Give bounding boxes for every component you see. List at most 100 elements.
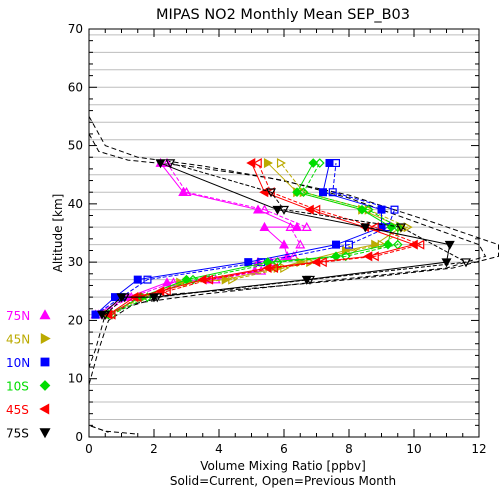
data-point-current xyxy=(301,275,312,285)
x-tick-label: 6 xyxy=(280,442,288,456)
data-point-previous xyxy=(257,258,266,267)
data-point-previous xyxy=(259,204,270,214)
climatology-dashed-line xyxy=(88,116,487,435)
legend-marker-icon xyxy=(40,357,50,367)
data-point-current xyxy=(311,257,321,268)
data-point-previous xyxy=(317,257,327,268)
y-axis-label: Altitude [km] xyxy=(51,194,65,273)
series-10n xyxy=(91,159,399,319)
y-tick-label: 30 xyxy=(68,255,83,269)
y-tick-label: 0 xyxy=(75,430,83,444)
legend-label: 45N xyxy=(6,333,30,347)
legend-label: 45S xyxy=(6,403,29,417)
data-point-current xyxy=(360,223,371,233)
series-45s-current-line xyxy=(108,162,416,316)
data-point-previous xyxy=(295,239,306,249)
data-point-current xyxy=(133,275,142,284)
data-point-previous xyxy=(460,258,472,268)
series-75s xyxy=(96,159,472,320)
legend-item-10n: 10N xyxy=(6,356,50,370)
data-point-current xyxy=(263,158,273,169)
legend-marker-icon xyxy=(39,428,51,439)
data-point-current xyxy=(363,251,373,262)
x-tick-label: 4 xyxy=(215,442,223,456)
legend-marker-icon xyxy=(39,309,51,320)
data-point-current xyxy=(262,262,272,273)
data-point-previous xyxy=(278,205,290,215)
data-point-previous xyxy=(204,274,214,285)
data-point-previous xyxy=(298,187,309,198)
data-point-previous xyxy=(269,262,279,273)
legend-item-45s: 45S xyxy=(6,403,50,417)
data-point-previous xyxy=(165,159,176,169)
data-point-previous xyxy=(340,251,351,262)
data-point-current xyxy=(272,205,283,215)
data-point-previous xyxy=(395,223,407,233)
x-axis-subtitle: Solid=Current, Open=Previous Month xyxy=(170,474,396,488)
data-point-current xyxy=(116,293,127,303)
data-point-current xyxy=(278,239,290,249)
y-tick-label: 40 xyxy=(68,197,83,211)
data-point-previous xyxy=(256,265,267,275)
y-tick-label: 50 xyxy=(68,139,83,153)
legend-marker-icon xyxy=(39,380,51,391)
y-tick-label: 10 xyxy=(68,372,83,386)
data-point-current xyxy=(408,239,418,250)
data-point-current xyxy=(319,188,327,197)
data-point-previous xyxy=(285,221,296,231)
data-point-previous xyxy=(161,286,171,297)
legend-label: 75N xyxy=(6,309,30,323)
data-point-current xyxy=(148,293,160,303)
data-point-current xyxy=(91,310,100,319)
data-point-previous xyxy=(143,275,152,284)
data-point-current xyxy=(252,204,264,214)
data-point-current xyxy=(178,186,189,196)
series-10s-previous-line xyxy=(111,162,399,316)
data-point-current xyxy=(444,240,455,250)
data-point-previous xyxy=(363,204,374,215)
axis-ticks: 0 2 4 6 8 10 12 0 10 20 30 40 50 60 70 xyxy=(68,22,487,456)
data-point-current xyxy=(357,204,367,215)
data-point-current xyxy=(377,205,386,214)
data-series xyxy=(90,157,472,320)
legend-label: 10N xyxy=(6,356,30,370)
y-tick-label: 60 xyxy=(68,80,83,94)
x-tick-label: 8 xyxy=(345,442,353,456)
data-point-previous xyxy=(328,188,337,197)
data-point-previous xyxy=(392,222,403,233)
data-point-previous xyxy=(188,274,198,285)
legend-label: 10S xyxy=(6,380,29,394)
legend: 75N 45N 10N 10S 45S 75S xyxy=(6,309,51,441)
legend-item-75s: 75S xyxy=(6,427,51,441)
data-point-previous xyxy=(314,158,325,168)
data-point-current xyxy=(383,239,393,250)
series-10s-current-line xyxy=(108,162,392,316)
climatology-lines xyxy=(88,116,499,435)
data-point-current xyxy=(155,159,166,169)
data-point-current xyxy=(441,258,452,268)
data-point-current xyxy=(325,159,334,168)
data-point-previous xyxy=(301,221,312,231)
data-point-previous xyxy=(161,157,173,167)
data-point-previous xyxy=(390,205,399,214)
legend-item-75n: 75N xyxy=(6,309,51,323)
data-point-current xyxy=(244,258,253,267)
legend-marker-icon xyxy=(40,332,51,345)
x-tick-label: 2 xyxy=(150,442,158,456)
data-point-previous xyxy=(265,187,275,198)
data-point-current xyxy=(96,310,108,320)
data-point-current xyxy=(332,240,340,249)
data-point-previous xyxy=(252,158,262,169)
x-tick-label: 12 xyxy=(471,442,486,456)
data-point-current xyxy=(246,158,256,169)
data-point-previous xyxy=(265,188,277,198)
data-point-previous xyxy=(311,204,321,215)
data-point-current xyxy=(291,221,303,231)
data-point-current xyxy=(259,221,270,231)
x-tick-label: 10 xyxy=(406,442,421,456)
data-point-previous xyxy=(168,277,179,287)
climatology-dashed-line xyxy=(88,133,499,433)
data-point-previous xyxy=(345,240,353,249)
series-45n-current-line xyxy=(108,162,403,316)
